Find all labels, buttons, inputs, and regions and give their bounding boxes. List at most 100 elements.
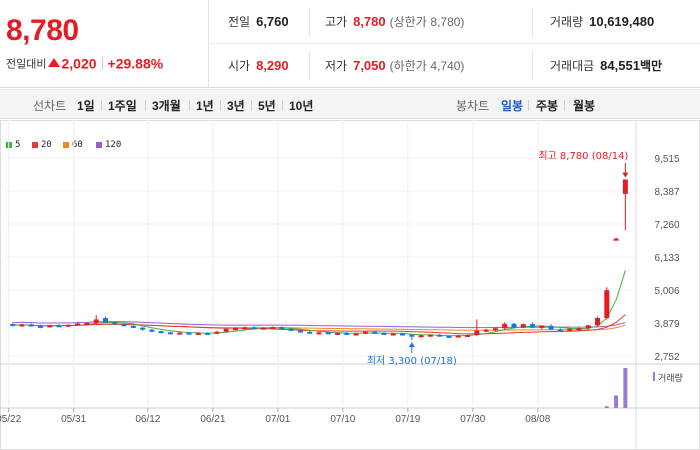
tab-daily[interactable]: 일봉	[501, 99, 524, 113]
candle-body	[56, 325, 62, 328]
candle	[492, 327, 498, 332]
candle	[511, 322, 517, 329]
candle	[613, 237, 619, 241]
y-tick-label: 3,879	[654, 319, 679, 330]
low-label: 저가	[325, 59, 348, 73]
candle-body	[232, 328, 238, 331]
candle-body	[121, 324, 127, 327]
price-summary: 8,780 전일대비 2,020 +29.88% 전일 6,760 고가 8,780 (상…	[0, 0, 700, 88]
candle-body	[344, 332, 350, 335]
candle	[297, 329, 303, 333]
tab-monthly[interactable]: 월봉	[573, 99, 596, 113]
candle-body	[381, 332, 387, 335]
low-value: 7,050	[353, 58, 386, 73]
candle	[585, 324, 591, 330]
chart-period-tabs: 선차트 1일 1주일 3개월 1년 3년 5년 10년 봉차트 일봉 주봉 월봉	[0, 89, 700, 119]
open-value: 8,290	[256, 58, 289, 73]
candle	[149, 328, 155, 333]
y-tick-label: 6,133	[654, 253, 679, 264]
prev-close-cell: 전일 6,760	[228, 0, 289, 44]
tab-1y[interactable]: 1년	[196, 99, 214, 113]
tab-5y[interactable]: 5년	[258, 99, 276, 113]
divider	[101, 100, 102, 111]
divider	[532, 52, 533, 80]
candle-body	[539, 325, 545, 328]
quote-row: 시가 8,290 저가 7,050 (하한가 4,740) 거래대금 84,551백만	[210, 44, 700, 88]
candle	[260, 327, 266, 330]
price-box: 8,780 전일대비 2,020 +29.88%	[0, 0, 209, 88]
candle-body	[84, 322, 90, 325]
candle-body	[446, 335, 452, 338]
tab-weekly[interactable]: 주봉	[536, 99, 559, 113]
candle-body	[186, 332, 192, 335]
candle-body	[530, 324, 536, 328]
candle	[307, 331, 313, 334]
x-tick-label: 07/30	[460, 414, 485, 425]
candle	[455, 334, 461, 338]
tab-3y[interactable]: 3년	[227, 99, 245, 113]
open-cell: 시가 8,290	[228, 44, 289, 88]
candle-body	[465, 334, 471, 337]
change-percent: +29.88%	[107, 55, 164, 72]
candle-body	[223, 328, 229, 332]
lower-limit-value: 4,740)	[430, 59, 465, 73]
candle-body	[492, 328, 498, 331]
tab-3m[interactable]: 3개월	[152, 99, 181, 113]
divider	[528, 100, 529, 111]
candlestick-chart[interactable]: 05/22 05/31 06/12 06/21 07/01 07/10 07/19 07/30…	[0, 120, 700, 450]
candle-body	[362, 331, 368, 334]
candle	[251, 326, 257, 330]
volume-cell: 거래량 10,619,480	[550, 0, 654, 44]
line-chart-title: 선차트	[33, 99, 67, 113]
tab-1d[interactable]: 1일	[77, 99, 95, 113]
upper-limit-value: 8,780)	[430, 15, 465, 29]
lower-limit-label: (하한가	[389, 59, 427, 73]
candle-body	[279, 327, 285, 330]
open-label: 시가	[228, 59, 251, 73]
candle	[288, 328, 294, 332]
candle-body	[437, 334, 443, 337]
candle-body	[622, 179, 628, 194]
prev-close-label: 전일	[228, 15, 251, 29]
y-tick-label: 7,260	[654, 220, 679, 231]
candle-body	[455, 335, 461, 338]
candle-body	[427, 334, 433, 337]
tab-1w[interactable]: 1주일	[108, 99, 137, 113]
candle	[177, 332, 183, 335]
candle-body	[65, 324, 71, 327]
candle	[140, 327, 146, 331]
candle-body	[158, 331, 164, 334]
low-arrow-head	[408, 341, 415, 347]
candle	[130, 325, 136, 329]
current-price: 8,780	[6, 14, 79, 47]
candle	[102, 316, 108, 323]
x-tick-label: 06/21	[200, 414, 225, 425]
candle-body	[270, 327, 276, 330]
legend-ma20[interactable]: 20	[32, 140, 52, 150]
candle-body	[595, 317, 601, 326]
x-tick-label: 08/08	[525, 414, 550, 425]
candle	[344, 332, 350, 335]
volume-legend: 거래량	[653, 372, 683, 384]
candle	[548, 324, 554, 331]
tab-10y[interactable]: 10년	[289, 99, 314, 113]
candle	[316, 331, 322, 335]
legend-ma60[interactable]: 60	[63, 140, 83, 150]
candle-body	[260, 327, 266, 330]
candle	[502, 322, 508, 330]
divider	[220, 100, 221, 111]
candle-body	[409, 334, 415, 337]
candle	[567, 328, 573, 332]
legend-ma120[interactable]: 120	[96, 140, 121, 150]
candle	[418, 334, 424, 338]
divider	[251, 100, 252, 111]
candle-body	[214, 331, 220, 334]
candle-body	[195, 332, 201, 335]
trade-value-value: 84,551	[600, 58, 640, 73]
trade-value-unit: 백만	[639, 59, 663, 73]
candle	[167, 331, 173, 335]
candle-body	[149, 329, 155, 332]
divider	[101, 56, 103, 70]
divider	[309, 8, 310, 36]
candle-body	[251, 327, 257, 330]
